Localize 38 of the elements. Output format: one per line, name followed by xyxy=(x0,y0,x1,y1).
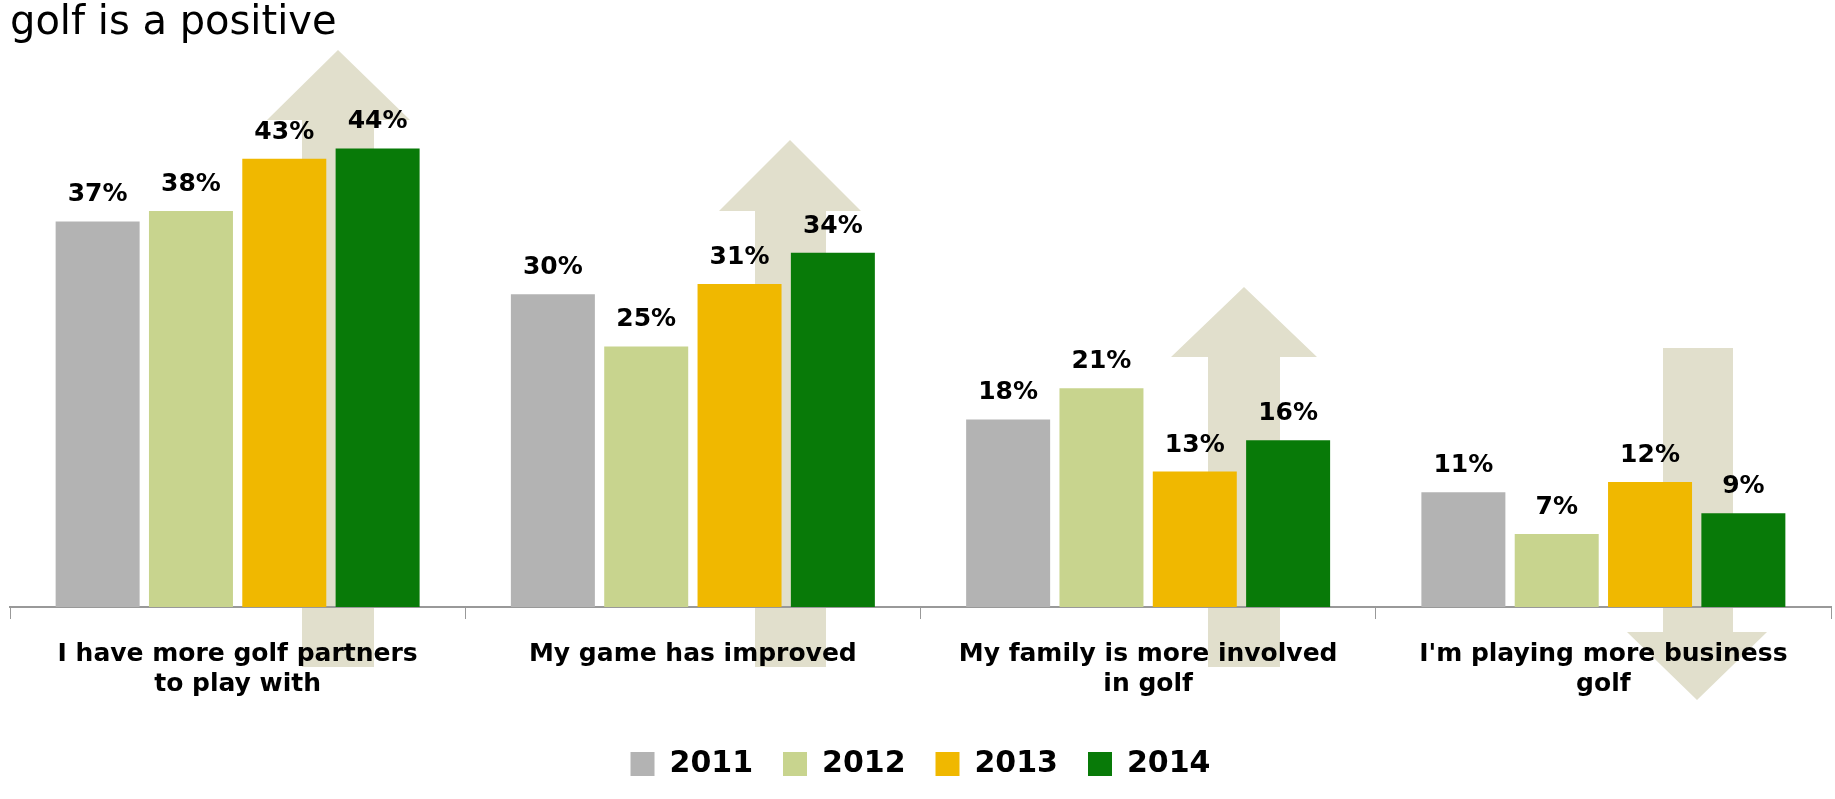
x-tick-label: My family is more involved in golf xyxy=(958,637,1338,697)
bar xyxy=(697,283,782,607)
bar xyxy=(1246,440,1331,607)
x-tick-label: My game has improved xyxy=(528,637,857,667)
bar xyxy=(510,294,595,607)
legend-label: 2011 xyxy=(669,743,754,779)
bar xyxy=(1152,471,1237,607)
legend-label: 2014 xyxy=(1127,743,1211,779)
legend-label: 2012 xyxy=(822,743,906,779)
data-label: 44% xyxy=(347,105,408,135)
bar xyxy=(1059,388,1144,607)
data-label: 21% xyxy=(1071,345,1132,375)
data-label: 7% xyxy=(1535,491,1578,521)
bar xyxy=(1421,492,1506,607)
data-label: 37% xyxy=(67,178,128,208)
bar xyxy=(148,210,233,607)
data-label: 9% xyxy=(1722,470,1765,500)
data-label: 13% xyxy=(1164,428,1225,458)
data-label: 34% xyxy=(802,209,863,239)
data-label: 18% xyxy=(978,376,1039,406)
bar xyxy=(1514,534,1599,607)
x-tick-label: I'm playing more business golf xyxy=(1419,637,1788,697)
legend-label: 2013 xyxy=(974,743,1058,779)
data-label: 11% xyxy=(1433,449,1494,479)
data-label: 12% xyxy=(1620,438,1680,468)
bar xyxy=(1701,513,1786,607)
data-label: 38% xyxy=(161,167,221,197)
bar xyxy=(1608,481,1693,607)
data-label: 30% xyxy=(522,251,583,281)
data-label: 25% xyxy=(616,303,677,333)
bar xyxy=(966,419,1051,607)
data-label: 43% xyxy=(254,115,315,145)
bar xyxy=(55,221,140,607)
data-label: 16% xyxy=(1258,397,1319,427)
x-tick-label: I have more golf partners to play with xyxy=(57,637,418,697)
bar xyxy=(604,346,689,607)
chart-title: golf is a positive xyxy=(10,0,337,44)
data-label: 31% xyxy=(709,240,770,270)
